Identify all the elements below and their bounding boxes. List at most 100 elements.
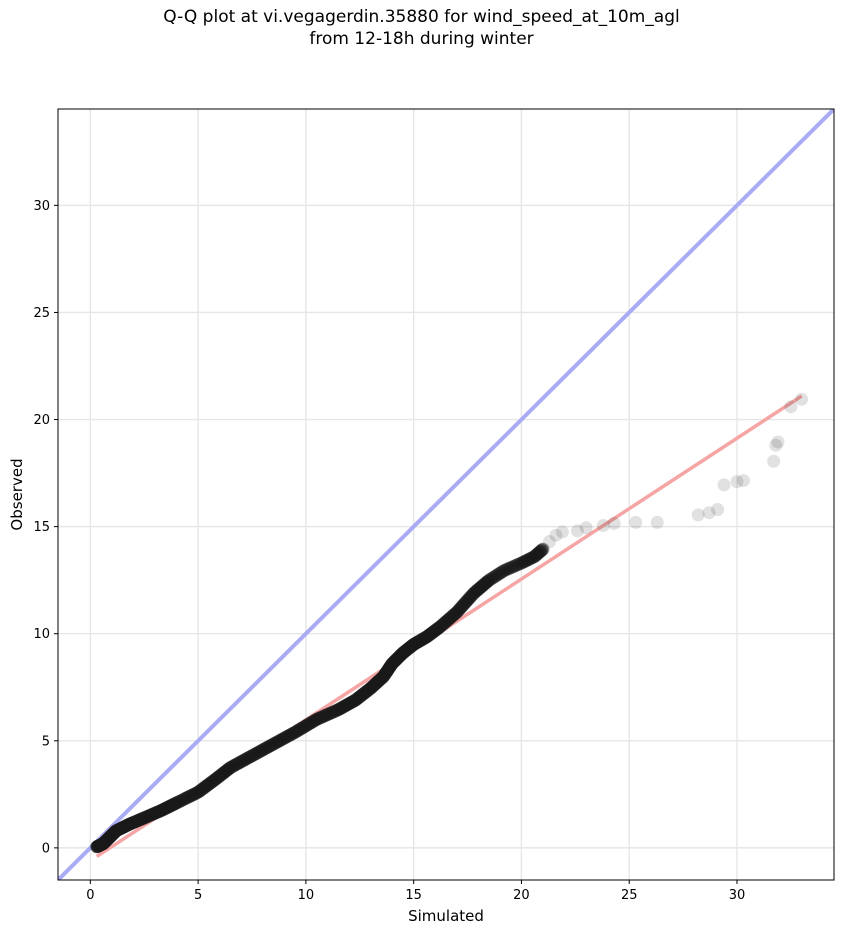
qq-point [511,558,525,572]
y-tick-label: 15 [33,520,50,535]
y-tick-label: 25 [33,306,50,321]
qq-point [536,542,550,556]
qq-point [490,568,504,582]
qq-point [526,550,540,564]
qq-point [483,572,497,586]
qq-point [534,544,548,558]
qq-point [514,556,528,570]
qq-point [517,555,531,569]
qq-point [533,545,547,559]
qq-point [530,547,544,561]
qq-tail-point [717,478,731,492]
y-tick-label: 10 [33,627,50,642]
qq-point [525,551,539,565]
qq-point [531,546,545,560]
chart-title-line-1: Q-Q plot at vi.vegagerdin.35880 for wind… [163,7,680,27]
y-tick-label: 20 [33,413,50,428]
qq-point [493,566,507,580]
qq-point [518,554,532,568]
qq-tail-point [784,400,798,414]
qq-point [535,543,549,557]
qq-point [494,566,508,580]
qq-point [484,572,498,586]
y-axis-label: Observed [8,458,26,530]
qq-point [535,543,549,557]
qq-point [523,552,537,566]
qq-tail-point [596,519,610,533]
qq-point [498,563,512,577]
qq-point [529,549,543,563]
qq-point [482,573,496,587]
qq-point [506,560,520,574]
qq-tail-point [769,438,783,452]
axis-ticks: 0 5 10 15 20 25 30 0 5 10 15 20 25 30 [33,199,745,903]
qq-point [515,556,529,570]
qq-point [512,557,526,571]
qq-tail-point [549,528,563,542]
qq-point [524,551,538,565]
qq-point [521,553,535,567]
qq-point [522,552,536,566]
qq-tail-point [736,474,750,488]
qq-tail-point [711,502,725,516]
qq-point [532,546,546,560]
qq-tail-point [555,525,569,539]
qq-tail-point [542,535,556,549]
chart-title: Q-Q plot at vi.vegagerdin.35880 for wind… [0,6,843,50]
qq-tail-point [691,508,705,522]
qq-point [500,562,514,576]
qq-point [529,548,543,562]
x-tick-label: 20 [513,888,530,903]
x-tick-label: 10 [298,888,315,903]
qq-tail-point [702,506,716,520]
qq-point [486,570,500,584]
qq-point [508,559,522,573]
qq-tail-point [771,435,785,449]
plot-area [58,109,834,880]
qq-point [520,553,534,567]
qq-point [505,560,519,574]
y-tick-label: 30 [33,199,50,214]
grid [58,109,834,880]
qq-point [527,550,541,564]
qq-point [534,544,548,558]
qq-point [489,569,503,583]
qq-point [503,561,517,575]
qq-tail-point [607,516,621,530]
x-axis-label: Simulated [408,907,484,925]
qq-point [507,559,521,573]
qq-tail-point [795,392,809,406]
qq-point [491,568,505,582]
x-tick-label: 15 [405,888,422,903]
qq-point [532,545,546,559]
qq-point [495,565,509,579]
qq-point [492,567,506,581]
qq-tail-point [579,521,593,535]
x-tick-label: 5 [194,888,202,903]
qq-tail-point [629,515,643,529]
x-tick-label: 0 [86,888,94,903]
qq-point [501,562,515,576]
qq-point [502,561,516,575]
x-tick-label: 25 [621,888,638,903]
qq-point [519,554,533,568]
identity-line [58,109,834,880]
qq-point [513,557,527,571]
qq-point [488,570,501,584]
qq-point [497,564,511,578]
x-tick-label: 30 [729,888,746,903]
qq-tail-point [570,524,584,538]
plot-frame [57,108,835,881]
y-tick-label: 5 [42,734,50,749]
qq-point [530,547,544,561]
chart-title-line-2: from 12-18h during winter [309,29,534,49]
y-tick-label: 0 [42,841,50,856]
qq-point [496,564,510,578]
qq-point [485,571,499,585]
qq-point [528,549,542,563]
qq-point [526,551,540,565]
qq-point [516,555,530,569]
qq-tail-point [730,475,744,489]
qq-tail-point [767,454,781,468]
